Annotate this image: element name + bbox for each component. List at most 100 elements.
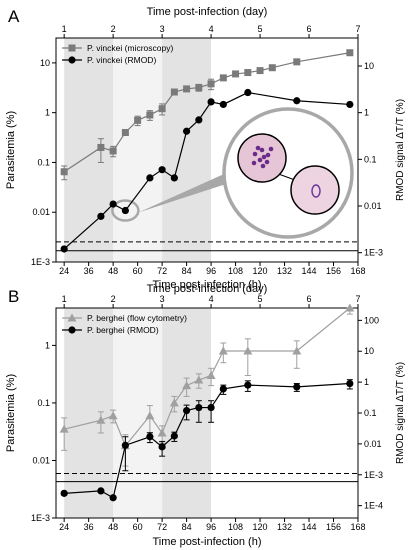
marker-circle [146, 174, 154, 182]
top-x-axis-title: Time post-infection (day) [147, 6, 268, 18]
top-x-tick-label: 7 [355, 294, 360, 304]
top-x-tick-label: 5 [258, 24, 263, 34]
marker-circle [170, 432, 178, 440]
y-right-tick-label: 100 [364, 315, 379, 325]
marker-triangle [206, 370, 216, 379]
x-tick-label: 120 [253, 522, 268, 532]
marker-circle [68, 326, 76, 334]
x-tick-label: 48 [108, 266, 118, 276]
marker-triangle [345, 303, 355, 312]
marker-square [158, 105, 166, 113]
marker-triangle [96, 415, 106, 424]
y-right-tick-label: 1E-4 [364, 501, 383, 511]
marker-circle [97, 212, 105, 220]
shade-band [64, 308, 114, 518]
marker-triangle [145, 411, 155, 420]
marker-square [268, 64, 276, 72]
marker-square [183, 85, 191, 93]
marker-circle [207, 403, 215, 412]
y-left-tick-label: 0.01 [32, 207, 50, 217]
marker-circle [182, 406, 191, 415]
top-x-axis-title: Time post-infection (day) [147, 283, 268, 295]
marker-square [232, 70, 240, 78]
marker-circle [182, 127, 191, 135]
marker-triangle [218, 346, 228, 355]
legend: P. berghei (flow cytometry) P. berghei (R… [62, 313, 187, 335]
zoom-circle [111, 199, 140, 222]
marker-square [146, 111, 154, 119]
legend-label: P. berghei (RMOD) [87, 325, 159, 335]
parasite-dot [264, 159, 270, 165]
top-x-tick-label: 5 [258, 294, 263, 304]
marker-circle [195, 116, 203, 124]
marker-circle [146, 433, 154, 441]
x-tick-label: 120 [253, 266, 268, 276]
x-tick-label: 168 [350, 522, 365, 532]
zoom-connector [138, 174, 226, 213]
top-x-tick-label: 1 [62, 294, 67, 304]
x-tick-label: 72 [157, 522, 167, 532]
top-x-tick-label: 6 [307, 294, 312, 304]
legend-label: P. vinckei (microscopy) [87, 43, 173, 53]
marker-circle [121, 206, 129, 215]
marker-square [134, 116, 142, 124]
series-1 [60, 379, 354, 502]
series-line [64, 382, 350, 499]
y-left-axis-title: Parasitemia (%) [5, 111, 17, 189]
marker-square [293, 58, 301, 66]
top-x-tick-label: 1 [62, 24, 67, 34]
parasite-dot [259, 147, 265, 153]
x-tick-label: 108 [228, 266, 243, 276]
y-right-axis-title: RMOD signal ΔT/T (%) [395, 362, 406, 464]
marker-square [97, 143, 105, 151]
x-tick-label: 108 [228, 522, 243, 532]
plot-frame [55, 37, 359, 263]
marker-circle [60, 489, 68, 497]
x-axis-title: Time post-infection (h) [152, 279, 261, 291]
marker-triangle [59, 424, 69, 433]
marker-square [256, 67, 264, 75]
top-x-tick-label: 7 [355, 24, 360, 34]
top-x-tick-label: 3 [160, 294, 165, 304]
y-right-axis-title: RMOD signal ΔT/T (%) [395, 99, 406, 201]
x-tick-label: 132 [277, 266, 292, 276]
marker-circle [293, 383, 301, 391]
top-x-tick-label: 4 [209, 24, 214, 34]
marker-square [68, 44, 76, 52]
marker-circle [244, 381, 252, 389]
marker-square [195, 84, 203, 92]
x-tick-label: 96 [206, 266, 216, 276]
y-right-tick-label: 0.01 [364, 439, 382, 449]
x-tick-label: 156 [326, 522, 341, 532]
x-tick-label: 24 [59, 266, 69, 276]
x-tick-label: 84 [182, 266, 192, 276]
parasite-dot [255, 145, 261, 151]
y-right-tick-label: 1E-3 [364, 470, 383, 480]
shade-light-band [113, 38, 163, 262]
y-left-tick-label: 1E-3 [31, 257, 50, 267]
marker-circle [195, 403, 203, 412]
marker-square [207, 80, 215, 88]
marker-square [60, 168, 68, 176]
x-tick-label: 48 [108, 522, 118, 532]
marker-triangle [243, 346, 253, 355]
marker-circle [109, 494, 117, 502]
marker-circle [219, 385, 227, 393]
top-x-tick-label: 3 [160, 24, 165, 34]
x-tick-label: 132 [277, 522, 292, 532]
marker-circle [109, 200, 117, 208]
y-left-tick-label: 10 [40, 58, 50, 68]
marker-triangle [67, 313, 77, 322]
y-left-tick-label: 1 [45, 108, 50, 118]
y-right-tick-label: 10 [364, 346, 374, 356]
marker-triangle [108, 411, 118, 420]
marker-triangle [194, 375, 204, 384]
x-tick-label: 24 [59, 522, 69, 532]
y-left-tick-label: 0.01 [32, 455, 50, 465]
y-right-tick-label: 0.01 [364, 201, 382, 211]
marker-square [346, 49, 354, 57]
marker-square [170, 88, 178, 96]
marker-triangle [182, 381, 192, 390]
